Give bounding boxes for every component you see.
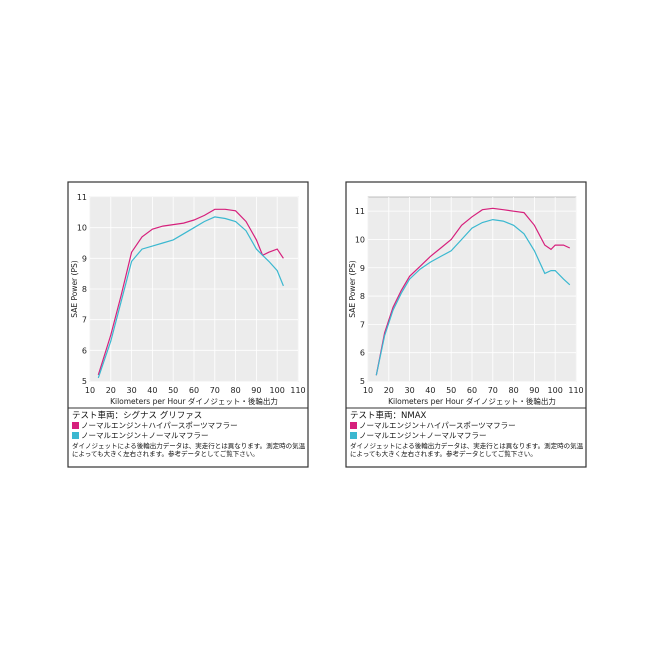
note: ダイノジェットによる後輪出力データは、実走行とは異なります。測定時の気温によって… [350,442,584,458]
legend-swatch [72,432,79,439]
legend-entry: ノーマルエンジン＋ノーマルマフラー [72,431,306,441]
y-tick-label: 11 [355,207,365,216]
legend-swatch [350,422,357,429]
y-tick-label: 7 [82,316,87,325]
x-tick-label: 30 [127,386,137,395]
x-tick-label: 40 [425,386,435,395]
legend-swatch [72,422,79,429]
vehicle-label: テスト車両：NMAX [350,411,427,421]
legend-swatch [350,432,357,439]
x-tick-label: 60 [189,386,199,395]
legend-label: ノーマルエンジン＋ハイパースポーツマフラー [81,421,238,430]
y-tick-label: 10 [355,235,365,244]
y-tick-label: 5 [360,377,365,386]
x-tick-label: 90 [251,386,261,395]
y-axis-label: SAE Power (PS) [348,260,357,317]
legend-entry: ノーマルエンジン＋ハイパースポーツマフラー [72,421,306,431]
vehicle-label: テスト車両：シグナス グリファス [72,411,203,421]
x-tick-label: 50 [446,386,456,395]
x-tick-label: 100 [270,386,285,395]
x-tick-label: 110 [290,386,305,395]
x-tick-label: 80 [509,386,519,395]
y-tick-label: 9 [360,264,365,273]
series-line [375,218,571,376]
x-tick-label: 10 [85,386,95,395]
panel-frame [67,181,309,468]
y-tick-label: 6 [360,349,365,358]
legend: テスト車両：シグナス グリファス ノーマルエンジン＋ハイパースポーツマフラー ノーマ… [72,411,306,458]
y-tick-label: 7 [360,320,365,329]
x-tick-label: 80 [231,386,241,395]
x-tick-label: 20 [106,386,116,395]
note: ダイノジェットによる後輪出力データは、実走行とは異なります。測定時の気温によって… [72,442,306,458]
x-tick-label: 100 [548,386,563,395]
x-axis-label: Kilometers per Hour ダイノジェット・後輪出力 [110,396,278,406]
x-tick-label: 50 [168,386,178,395]
x-tick-label: 30 [405,386,415,395]
legend-label: ノーマルエンジン＋ハイパースポーツマフラー [359,421,516,430]
x-axis-label: Kilometers per Hour ダイノジェット・後輪出力 [388,396,556,406]
y-axis-label: SAE Power (PS) [70,260,79,317]
y-tick-label: 11 [77,193,87,202]
x-tick-label: 60 [467,386,477,395]
series-line [375,207,571,376]
legend-entry: ノーマルエンジン＋ハイパースポーツマフラー [350,421,584,431]
panel-frame [345,181,587,468]
x-tick-label: 70 [210,386,220,395]
series-line [97,216,284,379]
y-tick-label: 6 [82,346,87,355]
y-tick-label: 8 [360,292,365,301]
legend-entry: ノーマルエンジン＋ノーマルマフラー [350,431,584,441]
legend-label: ノーマルエンジン＋ノーマルマフラー [81,431,209,440]
x-tick-label: 10 [363,386,373,395]
y-tick-label: 5 [82,377,87,386]
y-tick-label: 9 [82,254,87,263]
legend-label: ノーマルエンジン＋ノーマルマフラー [359,431,487,440]
y-tick-label: 8 [82,285,87,294]
x-tick-label: 90 [529,386,539,395]
x-tick-label: 20 [384,386,394,395]
x-tick-label: 70 [488,386,498,395]
x-tick-label: 110 [568,386,583,395]
x-tick-label: 40 [147,386,157,395]
series-line [97,208,284,376]
legend: テスト車両：NMAX ノーマルエンジン＋ハイパースポーツマフラー ノーマルエンジン＋… [350,411,584,458]
y-tick-label: 10 [77,224,87,233]
